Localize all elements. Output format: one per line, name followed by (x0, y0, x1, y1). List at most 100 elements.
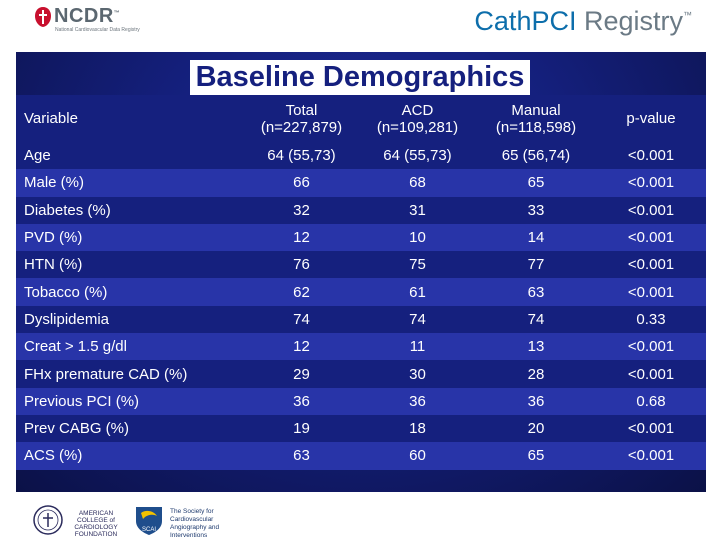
scai-abbrev: SCAI (142, 527, 156, 533)
acd-cell: 36 (409, 392, 426, 410)
manual-cell: 65 (527, 447, 545, 465)
manual-cell: 13 (527, 338, 545, 356)
acd-cell: 31 (409, 201, 426, 219)
variable-cell: PVD (%) (24, 229, 83, 247)
content-panel (16, 52, 706, 492)
slide-title-container: Baseline Demographics (0, 60, 720, 95)
ncdr-wordmark: NCDR™ (54, 5, 121, 27)
acc-foundation-name: AMERICAN COLLEGE of CARDIOLOGY FOUNDATIO… (66, 510, 126, 538)
header-line: (n=227,879) (260, 118, 343, 136)
total-cell: 64 (55,73) (267, 147, 336, 165)
header-total: Total (n=227,879) (244, 95, 359, 142)
p-value-cell: <0.001 (627, 283, 675, 301)
demographics-table: Variable Total (n=227,879) ACD (n=109,281) Ma… (16, 95, 706, 470)
header-acd: ACD (n=109,281) (359, 95, 476, 142)
acd-cell: 61 (409, 283, 426, 301)
total-cell: 36 (293, 392, 310, 410)
header-line: (n=109,281) (376, 118, 459, 136)
variable-cell: Previous PCI (%) (24, 392, 140, 410)
acd-cell: 18 (409, 420, 426, 438)
variable-cell: Male (%) (24, 174, 85, 192)
acc-line: FOUNDATION (74, 531, 118, 538)
manual-cell: 36 (527, 392, 545, 410)
variable-cell: FHx premature CAD (%) (24, 365, 188, 383)
acd-cell: 30 (409, 365, 426, 383)
p-value-cell: <0.001 (627, 420, 675, 438)
acd-cell: 60 (409, 447, 426, 465)
table-row: Prev CABG (%) 19 18 20 <0.001 (16, 414, 706, 443)
table-row: Creat > 1.5 g/dl 12 11 13 <0.001 (16, 333, 706, 361)
p-value-cell: <0.001 (627, 201, 675, 219)
ncdr-emblem-icon (35, 7, 51, 27)
table-row: Dyslipidemia 74 74 74 0.33 (16, 305, 706, 334)
table-row: Previous PCI (%) 36 36 36 0.68 (16, 387, 706, 415)
scai-line: The Society for Cardiovascular (170, 508, 214, 523)
acc-seal-icon (33, 505, 63, 535)
header-p-value: p-value (596, 95, 706, 142)
total-cell: 66 (293, 174, 310, 192)
acd-cell: 10 (409, 229, 426, 247)
table-row: Diabetes (%) 32 31 33 <0.001 (16, 196, 706, 224)
header-manual: Manual (n=118,598) (476, 95, 596, 142)
table-row: PVD (%) 12 10 14 <0.001 (16, 223, 706, 252)
acd-cell: 75 (409, 256, 426, 274)
table-header-row: Variable Total (n=227,879) ACD (n=109,281) Ma… (16, 95, 706, 142)
manual-cell: 28 (527, 365, 545, 383)
variable-cell: Tobacco (%) (24, 283, 108, 301)
cathpci-brand: CathPCI (474, 6, 577, 36)
scai-line: Angiography and Interventions (170, 524, 220, 539)
acd-cell: 74 (409, 310, 426, 328)
total-cell: 62 (293, 283, 310, 301)
p-value-cell: <0.001 (627, 147, 675, 165)
table-row: Male (%) 66 68 65 <0.001 (16, 169, 706, 197)
scai-society-name: The Society for Cardiovascular Angiograp… (170, 508, 250, 540)
header-line: (n=118,598) (495, 118, 577, 136)
variable-cell: Prev CABG (%) (24, 420, 130, 438)
manual-cell: 65 (527, 174, 545, 192)
p-value-cell: <0.001 (627, 229, 675, 247)
p-value-cell: <0.001 (627, 256, 675, 274)
table-row: Tobacco (%) 62 61 63 <0.001 (16, 278, 706, 306)
acc-line: COLLEGE of (77, 517, 115, 524)
header-line: ACD (401, 101, 434, 119)
acc-line: AMERICAN (78, 510, 114, 517)
total-cell: 29 (293, 365, 310, 383)
variable-cell: Age (24, 147, 51, 165)
header-line: Variable (24, 110, 78, 127)
p-value-cell: <0.001 (627, 174, 675, 192)
manual-cell: 20 (527, 420, 545, 438)
variable-cell: ACS (%) (24, 447, 83, 465)
footer-band (0, 492, 720, 540)
manual-cell: 33 (527, 201, 545, 219)
manual-cell: 74 (527, 310, 545, 328)
header-variable: Variable (16, 95, 244, 142)
header-line: Total (285, 101, 318, 119)
variable-cell: Creat > 1.5 g/dl (24, 338, 127, 356)
acd-cell: 64 (55,73) (383, 147, 452, 165)
slide-title: Baseline Demographics (189, 60, 531, 95)
p-value-cell: 0.33 (636, 310, 666, 328)
registry-word: Registry (576, 6, 683, 36)
total-cell: 63 (293, 447, 310, 465)
p-value-cell: 0.68 (636, 392, 666, 410)
cathpci-registry-logo: CathPCI Registry™ (474, 6, 692, 37)
p-value-cell: <0.001 (627, 447, 675, 465)
variable-cell: Dyslipidemia (24, 310, 110, 328)
scai-logo-icon: SCAI (136, 507, 162, 535)
total-cell: 74 (293, 310, 310, 328)
total-cell: 19 (293, 420, 310, 438)
manual-cell: 63 (527, 283, 545, 301)
table-row: FHx premature CAD (%) 29 30 28 <0.001 (16, 360, 706, 388)
header-line: p-value (626, 110, 676, 127)
header-line: Manual (511, 101, 561, 119)
table-row: HTN (%) 76 75 77 <0.001 (16, 251, 706, 279)
total-cell: 12 (293, 338, 310, 356)
registry-tm: ™ (683, 10, 692, 20)
acd-cell: 11 (409, 338, 426, 356)
p-value-cell: <0.001 (627, 338, 675, 356)
manual-cell: 77 (527, 256, 545, 274)
total-cell: 12 (293, 229, 310, 247)
p-value-cell: <0.001 (627, 365, 675, 383)
manual-cell: 65 (56,74) (501, 147, 571, 165)
total-cell: 76 (293, 256, 310, 274)
